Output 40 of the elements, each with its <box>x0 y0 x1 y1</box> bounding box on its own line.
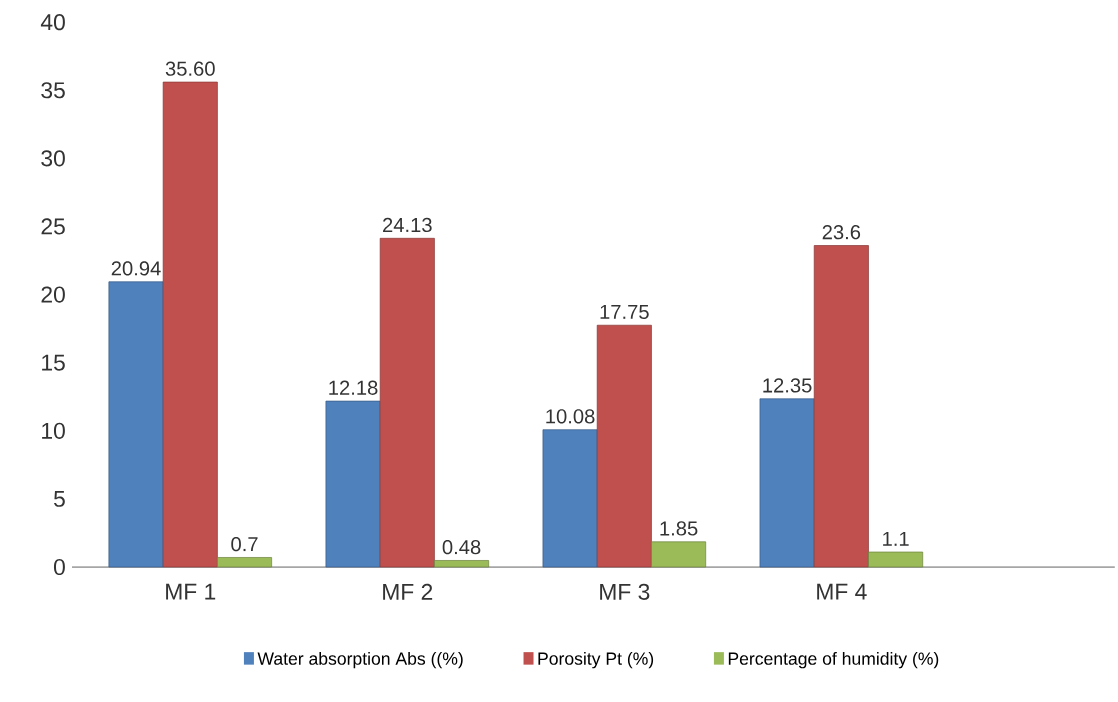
data-label: 1.1 <box>883 531 909 546</box>
y-tick-label: 15 <box>42 354 65 371</box>
bar <box>596 324 652 568</box>
bar <box>542 429 598 568</box>
y-tick-label: 25 <box>41 218 65 235</box>
bar <box>868 551 924 568</box>
y-tick-label: 20 <box>41 286 65 303</box>
bar <box>379 237 435 568</box>
legend-label: Porosity Pt (%) <box>538 651 654 669</box>
bar <box>217 557 272 568</box>
y-tick-label: 35 <box>41 82 65 99</box>
data-label: 17.75 <box>600 304 649 320</box>
y-tick-label: 10 <box>42 422 65 439</box>
x-tick-label: MF 4 <box>817 583 867 600</box>
bar <box>434 560 490 568</box>
bar <box>325 400 381 568</box>
data-label: 0.48 <box>442 539 481 555</box>
bar <box>813 245 869 568</box>
data-label: 12.35 <box>763 378 812 393</box>
bar <box>759 398 815 568</box>
data-label: 35.60 <box>165 61 215 76</box>
legend-label: Water absorption Abs ((%) <box>257 651 463 669</box>
legend-label: Percentage of humidity (%) <box>728 651 939 669</box>
x-tick-label: MF 3 <box>600 583 650 600</box>
x-tick-label: MF 2 <box>383 583 433 600</box>
data-label: 23.6 <box>822 225 861 240</box>
data-label: 0.7 <box>231 536 258 552</box>
y-tick-label: 30 <box>41 150 65 167</box>
data-label: 10.08 <box>546 409 595 424</box>
bar <box>108 281 164 568</box>
data-label: 1.85 <box>660 521 698 536</box>
bar <box>162 81 218 568</box>
data-label: 20.94 <box>111 261 161 276</box>
data-label: 24.13 <box>383 217 432 233</box>
y-tick-label: 40 <box>40 14 65 31</box>
bar <box>651 541 707 568</box>
x-tick-label: MF 1 <box>166 583 216 600</box>
y-tick-label: 0 <box>53 558 65 576</box>
data-label: 12.18 <box>329 380 378 395</box>
y-tick-label: 5 <box>53 490 65 507</box>
